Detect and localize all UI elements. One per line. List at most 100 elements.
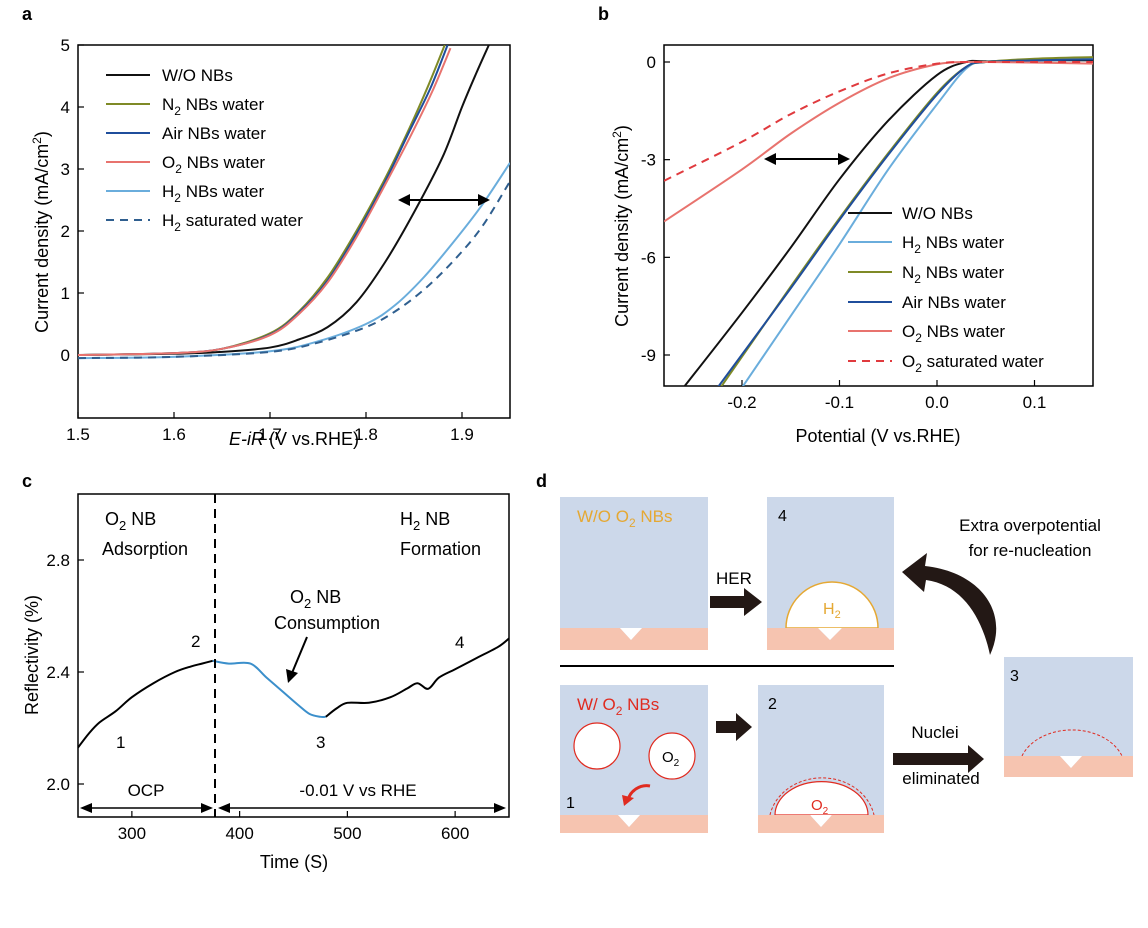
chart-b-xlabel: Potential (V vs.RHE) [795, 426, 960, 446]
nuclei-label: Nuclei [911, 723, 958, 742]
chart-a-xtick-label: 1.5 [66, 425, 90, 444]
box-3-number: 3 [1010, 668, 1019, 685]
chart-a-ytick-label: 1 [61, 284, 70, 303]
chart-b-shift-arrow [764, 153, 850, 165]
box-1: W/ O2 NBs O2 1 [560, 685, 708, 833]
legend-a-h2sat: H2 saturated water [162, 211, 303, 234]
o2-bubble [648, 732, 696, 780]
step-arrow-icon [716, 713, 752, 741]
chart-a-xtick-label: 1.9 [450, 425, 474, 444]
chart-a-xtick-label: 1.6 [162, 425, 186, 444]
chart-c-series-0 [78, 659, 213, 749]
chart-a-xlabel: E-iR (V vs.RHE) [229, 429, 359, 449]
c-ocp-label: OCP [128, 781, 165, 800]
chart-c-xtick-label: 400 [225, 824, 253, 843]
chart-a-ytick-label: 4 [61, 98, 70, 117]
c-consumption: Consumption [274, 613, 380, 633]
c-h2-formation-title: H2 NB [400, 509, 450, 533]
legend-b-o2sat: O2 saturated water [902, 352, 1044, 375]
chart-c: 300 400 500 600 2.0 2.4 2.8 Reflectivity (%) T… [22, 493, 510, 872]
extra-overpotential-line2: for re-nucleation [969, 541, 1092, 560]
chart-c-series-1 [212, 659, 326, 719]
chart-a-series-0 [78, 45, 490, 356]
schematic-d: W/O O2 NBs HER 4 H2 Extra overpotential … [560, 497, 1133, 833]
eliminated-label: eliminated [902, 769, 980, 788]
box-2-number: 2 [768, 696, 777, 713]
c-point-2: 2 [191, 632, 200, 651]
chart-b-xtick-label: -0.2 [727, 393, 756, 412]
her-label: HER [716, 569, 752, 588]
chart-a-series-4 [78, 162, 510, 360]
chart-a-shift-arrow [398, 194, 490, 206]
box-4-number: 4 [778, 508, 787, 525]
c-point-4: 4 [455, 633, 464, 652]
c-o2-consumption-title: O2 NB [290, 587, 341, 611]
chart-b-ytick-label: -9 [641, 346, 656, 365]
chart-b-frame [663, 44, 1094, 387]
chart-c-xtick-label: 500 [333, 824, 361, 843]
chart-b-series-5 [664, 60, 1093, 182]
c-potential-arrow [218, 803, 506, 813]
box-2: 2 O2 [758, 685, 884, 833]
chart-c-xtick-label: 300 [118, 824, 146, 843]
chart-b-series-0 [683, 59, 1093, 386]
o2-bubble-small [573, 722, 621, 770]
curved-arrow-icon [902, 553, 997, 655]
w-o2-label: W/ O2 NBs [577, 695, 659, 718]
legend-b-wo: W/O NBs [902, 204, 973, 223]
wo-o2-label: W/O O2 NBs [577, 507, 672, 530]
chart-b-ytick-label: -6 [641, 248, 656, 267]
h2-bubble-label: H2 [823, 601, 841, 621]
c-consumption-arrow [286, 636, 308, 683]
her-arrow-icon [710, 588, 762, 616]
c-ocp-arrow [80, 803, 213, 813]
extra-overpotential-line1: Extra overpotential [959, 516, 1101, 535]
box-1-number: 1 [566, 795, 575, 812]
legend-a-h2: H2 NBs water [162, 182, 264, 205]
c-point-3: 3 [316, 733, 325, 752]
legend-a-n2: N2 NBs water [162, 95, 264, 118]
chart-b: -0.2 -0.1 0.0 0.1 0 -3 -6 -9 Current density (m… [610, 44, 1094, 446]
o2-bubble-label: O2 [662, 749, 680, 769]
legend-a-wo: W/O NBs [162, 66, 233, 85]
panel-label-b: b [598, 4, 609, 24]
c-formation: Formation [400, 539, 481, 559]
chart-b-series-3 [717, 58, 1093, 386]
chart-b-xtick-label: 0.1 [1023, 393, 1047, 412]
chart-b-ylabel: Current density (mA/cm2) [610, 125, 632, 327]
panel-label-d: d [536, 471, 547, 491]
chart-b-legend: W/O NBs H2 NBs water N2 NBs water Air NB… [848, 204, 1044, 375]
chart-b-series-4 [664, 60, 1093, 223]
chart-a-frame [77, 44, 511, 419]
chart-b-ytick-label: 0 [647, 53, 656, 72]
chart-a-ylabel: Current density (mA/cm2) [30, 131, 52, 333]
panel-label-c: c [22, 471, 32, 491]
legend-b-h2: H2 NBs water [902, 233, 1004, 256]
o2-cap-label: O2 [811, 797, 829, 817]
box-wo-o2: W/O O2 NBs [560, 497, 708, 650]
chart-a-ytick-label: 0 [61, 346, 70, 365]
chart-b-xtick-label: 0.0 [925, 393, 949, 412]
chart-a-legend: W/O NBs N2 NBs water Air NBs water O2 NB… [106, 66, 303, 234]
chart-a-series-3 [78, 47, 452, 356]
chart-c-ytick-label: 2.4 [46, 663, 70, 682]
c-potential-label: -0.01 V vs RHE [299, 781, 416, 800]
chart-c-ytick-label: 2.0 [46, 775, 70, 794]
chart-c-ylabel: Reflectivity (%) [22, 595, 42, 715]
chart-a-xtick-label: 1.8 [354, 425, 378, 444]
box-4: 4 H2 [767, 497, 894, 650]
box-3: 3 [1004, 657, 1133, 777]
chart-c-frame [77, 493, 510, 818]
legend-a-air: Air NBs water [162, 124, 266, 143]
chart-c-series-2 [325, 637, 509, 718]
legend-b-n2: N2 NBs water [902, 263, 1004, 286]
chart-b-ytick-label: -3 [641, 151, 656, 170]
chart-c-xtick-label: 600 [441, 824, 469, 843]
c-o2-adsorption-title: O2 NB [105, 509, 156, 533]
c-adsorption: Adsorption [102, 539, 188, 559]
nuclei-arrow-icon [893, 745, 984, 773]
chart-a: 1.5 1.6 1.7 1.8 1.9 0 1 2 3 4 5 Current density (m… [30, 36, 511, 449]
chart-a-ytick-label: 2 [61, 222, 70, 241]
c-point-1: 1 [116, 733, 125, 752]
